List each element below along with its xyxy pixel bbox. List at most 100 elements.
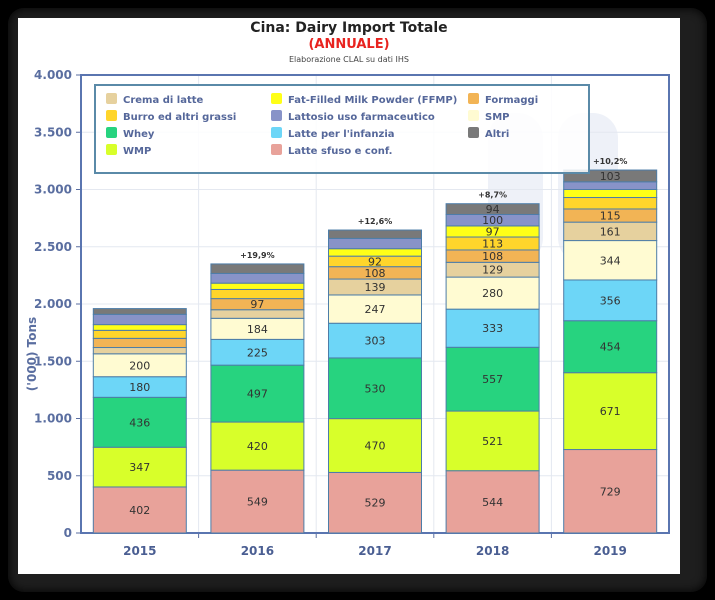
bar-segment bbox=[92, 396, 187, 448]
bar-segment-label: 94 bbox=[486, 203, 500, 216]
chart-title: Cina: Dairy Import Totale bbox=[250, 20, 448, 36]
x-tick-label: 2019 bbox=[593, 544, 626, 558]
bar-segment-label: 529 bbox=[365, 497, 386, 510]
bar-segment-label: 356 bbox=[600, 294, 621, 307]
bar-segment-label: 200 bbox=[129, 359, 150, 372]
bar-segment-label: 92 bbox=[368, 255, 382, 268]
legend-swatch bbox=[106, 110, 117, 121]
growth-label: +10,2% bbox=[593, 157, 627, 166]
y-tick-label: 3.500 bbox=[34, 125, 72, 139]
bar-segment bbox=[563, 169, 658, 183]
bar-segment bbox=[328, 229, 422, 239]
bar-segment-label: 280 bbox=[482, 287, 503, 300]
bar-segment-label: 103 bbox=[600, 170, 621, 183]
bar-segment-label: 97 bbox=[486, 225, 500, 238]
bar-segment-label: 303 bbox=[365, 335, 386, 348]
legend-label: Burro ed altri grassi bbox=[123, 112, 236, 123]
bar-segment-label: 544 bbox=[482, 496, 503, 509]
x-tick-label: 2016 bbox=[241, 544, 274, 558]
bar-segment-label: 184 bbox=[247, 323, 268, 336]
legend-label: Formaggi bbox=[485, 95, 538, 106]
growth-label: +8,7% bbox=[478, 191, 507, 200]
legend-label: Latte per l'infanzia bbox=[288, 129, 395, 140]
legend-swatch bbox=[468, 93, 479, 104]
bar-segment-label: 108 bbox=[365, 267, 386, 280]
bar-segment bbox=[92, 486, 187, 534]
bar-segment-label: 97 bbox=[250, 298, 264, 311]
bar-segment bbox=[210, 364, 305, 423]
bar-segment bbox=[328, 471, 422, 534]
bar-segment bbox=[445, 470, 540, 534]
legend-swatch bbox=[271, 93, 282, 104]
bar-segment-label: 139 bbox=[365, 281, 386, 294]
growth-label: +12,6% bbox=[358, 217, 392, 226]
bar-segment bbox=[563, 181, 658, 191]
bar-segment-label: 129 bbox=[482, 264, 503, 277]
bar-segment bbox=[445, 203, 540, 215]
bar-segment bbox=[445, 410, 540, 472]
bar-segment-label: 344 bbox=[600, 254, 621, 267]
bar-segment bbox=[92, 313, 187, 326]
bar-segment bbox=[210, 282, 305, 290]
chart-source: Elaborazione CLAL su dati IHS bbox=[288, 55, 409, 64]
bar-segment bbox=[328, 294, 422, 324]
bar-segment-label: 113 bbox=[482, 237, 503, 250]
y-axis-label: ('000) Tons bbox=[25, 317, 39, 391]
bar-segment bbox=[445, 308, 540, 348]
legend-label: Crema di latte bbox=[123, 95, 204, 106]
y-tick-label: 2.000 bbox=[34, 297, 72, 311]
bar-segment-label: 557 bbox=[482, 373, 503, 386]
bar-segment-label: 454 bbox=[600, 341, 621, 354]
bar-segment bbox=[563, 372, 658, 451]
y-tick-label: 1.500 bbox=[34, 354, 72, 368]
y-tick-label: 2.500 bbox=[34, 240, 72, 254]
bar-segment-label: 347 bbox=[129, 461, 150, 474]
bar-segment-label: 521 bbox=[482, 435, 503, 448]
y-tick-label: 0 bbox=[64, 526, 72, 540]
y-tick-label: 1.000 bbox=[34, 412, 72, 426]
bar-segment bbox=[563, 197, 658, 210]
bar-segment-label: 436 bbox=[129, 416, 150, 429]
chart-subtitle: (ANNUALE) bbox=[308, 37, 390, 52]
legend-label: Latte sfuso e conf. bbox=[288, 146, 392, 157]
legend-swatch bbox=[271, 110, 282, 121]
bar-segment bbox=[563, 279, 658, 322]
bar-segment bbox=[92, 308, 187, 315]
bar-segment-label: 333 bbox=[482, 322, 503, 335]
bar-segment bbox=[92, 347, 187, 355]
bar-segment bbox=[563, 240, 658, 281]
legend-swatch bbox=[271, 127, 282, 138]
growth-label: +19,9% bbox=[240, 251, 274, 260]
legend-swatch bbox=[271, 144, 282, 155]
legend-label: Lattosio uso farmaceutico bbox=[288, 112, 435, 123]
bar-segment bbox=[210, 421, 305, 471]
y-tick-label: 3.000 bbox=[34, 183, 72, 197]
legend-swatch bbox=[468, 127, 479, 138]
bar-segment-label: 530 bbox=[365, 382, 386, 395]
bar-segment bbox=[328, 357, 422, 420]
legend-label: Fat-Filled Milk Powder (FFMP) bbox=[288, 95, 457, 106]
legend-label: Whey bbox=[123, 129, 155, 140]
legend-label: WMP bbox=[123, 146, 151, 157]
bar-segment-label: 180 bbox=[129, 381, 150, 394]
legend-swatch bbox=[106, 144, 117, 155]
legend-box bbox=[94, 84, 590, 174]
bar-segment bbox=[563, 189, 658, 199]
bar-segment bbox=[445, 276, 540, 310]
bar-segment bbox=[445, 346, 540, 412]
chart-panel: Cina: Dairy Import Totale (ANNUALE) Elab… bbox=[18, 18, 680, 574]
bar-segment bbox=[92, 446, 187, 488]
x-tick-label: 2015 bbox=[123, 544, 156, 558]
bar-segment-label: 247 bbox=[365, 303, 386, 316]
bar-segment-label: 497 bbox=[247, 388, 268, 401]
bar-segment bbox=[328, 322, 422, 359]
x-tick-label: 2017 bbox=[358, 544, 391, 558]
bar-segment bbox=[328, 237, 422, 250]
bar-segment bbox=[563, 449, 658, 534]
x-tick-label: 2018 bbox=[476, 544, 509, 558]
bar-segment-label: 115 bbox=[600, 210, 621, 223]
y-tick-label: 4.000 bbox=[34, 68, 72, 82]
bar-segment-label: 549 bbox=[247, 496, 268, 509]
legend-label: Altri bbox=[485, 129, 509, 140]
legend-swatch bbox=[106, 127, 117, 138]
